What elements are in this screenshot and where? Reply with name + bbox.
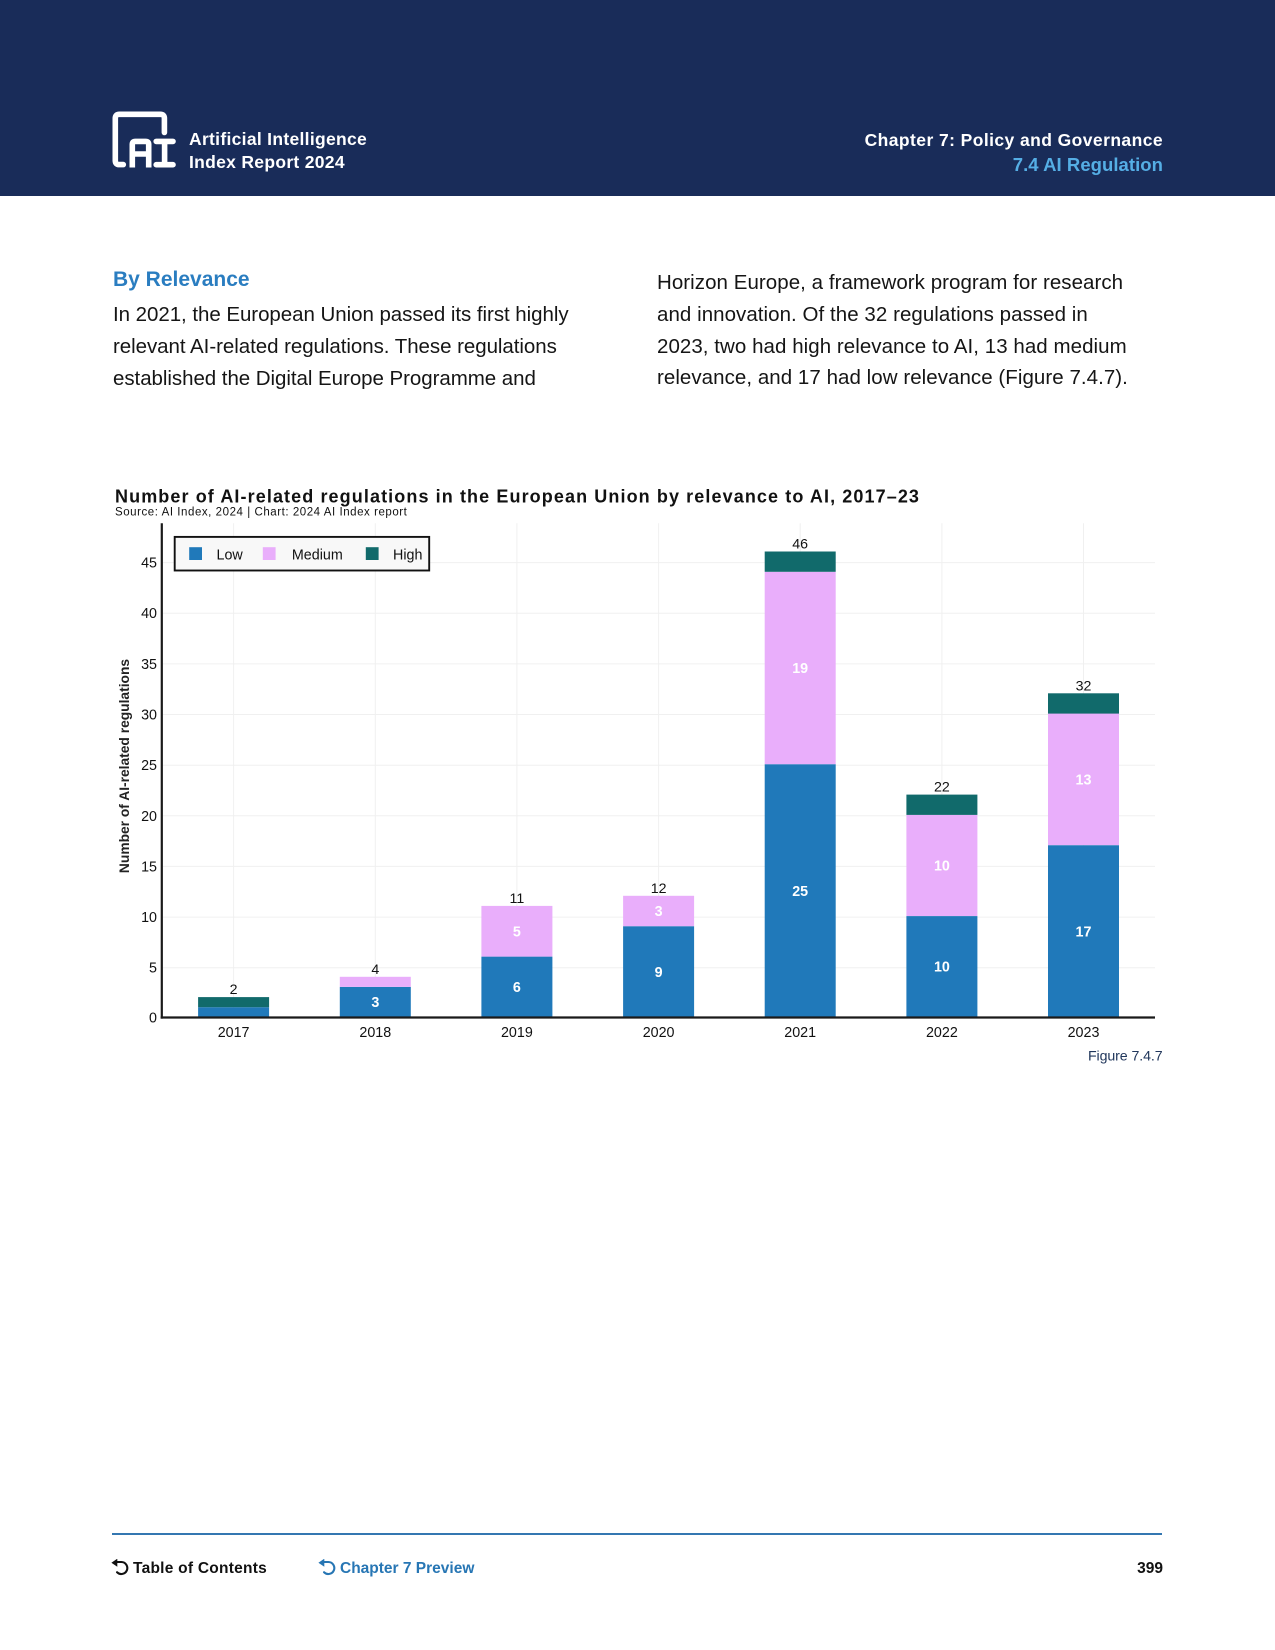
- svg-text:Figure 7.4.7: Figure 7.4.7: [1088, 1049, 1163, 1065]
- svg-text:15: 15: [141, 859, 157, 875]
- svg-text:10: 10: [934, 960, 950, 976]
- svg-text:2022: 2022: [926, 1025, 958, 1041]
- svg-text:2021: 2021: [784, 1025, 816, 1041]
- svg-text:2017: 2017: [218, 1025, 250, 1041]
- svg-text:2: 2: [230, 982, 238, 998]
- svg-text:High: High: [393, 548, 422, 564]
- svg-text:6: 6: [513, 980, 521, 996]
- svg-text:22: 22: [934, 780, 950, 796]
- svg-text:2023: 2023: [1068, 1025, 1100, 1041]
- svg-text:25: 25: [141, 758, 157, 774]
- svg-text:19: 19: [792, 661, 808, 677]
- svg-text:10: 10: [141, 910, 157, 926]
- svg-text:2018: 2018: [359, 1025, 391, 1041]
- svg-text:10: 10: [934, 859, 950, 875]
- svg-text:46: 46: [792, 537, 808, 553]
- svg-text:11: 11: [510, 891, 525, 907]
- svg-text:32: 32: [1076, 678, 1092, 694]
- svg-text:2020: 2020: [643, 1025, 675, 1041]
- svg-text:Medium: Medium: [292, 548, 343, 564]
- svg-text:3: 3: [371, 995, 379, 1011]
- svg-text:Source: AI Index, 2024 | Chart: Source: AI Index, 2024 | Chart: 2024 AI …: [115, 506, 408, 518]
- svg-text:9: 9: [655, 965, 663, 981]
- svg-text:17: 17: [1076, 924, 1092, 940]
- svg-text:12: 12: [651, 881, 667, 897]
- svg-text:13: 13: [1076, 773, 1092, 789]
- svg-text:5: 5: [149, 961, 157, 977]
- svg-text:35: 35: [141, 657, 157, 673]
- svg-text:3: 3: [655, 904, 663, 920]
- svg-text:2019: 2019: [501, 1025, 533, 1041]
- svg-text:30: 30: [141, 708, 157, 724]
- svg-text:Number of AI-related regulatio: Number of AI-related regulations: [117, 659, 132, 873]
- svg-text:4: 4: [371, 962, 379, 978]
- svg-text:Number of AI-related regulatio: Number of AI-related regulations in the …: [115, 486, 920, 506]
- svg-text:0: 0: [149, 1010, 157, 1026]
- svg-text:5: 5: [513, 924, 521, 940]
- svg-text:Low: Low: [217, 548, 244, 564]
- svg-text:20: 20: [141, 809, 157, 825]
- svg-text:40: 40: [141, 606, 157, 622]
- svg-text:45: 45: [141, 556, 157, 572]
- svg-text:25: 25: [792, 884, 808, 900]
